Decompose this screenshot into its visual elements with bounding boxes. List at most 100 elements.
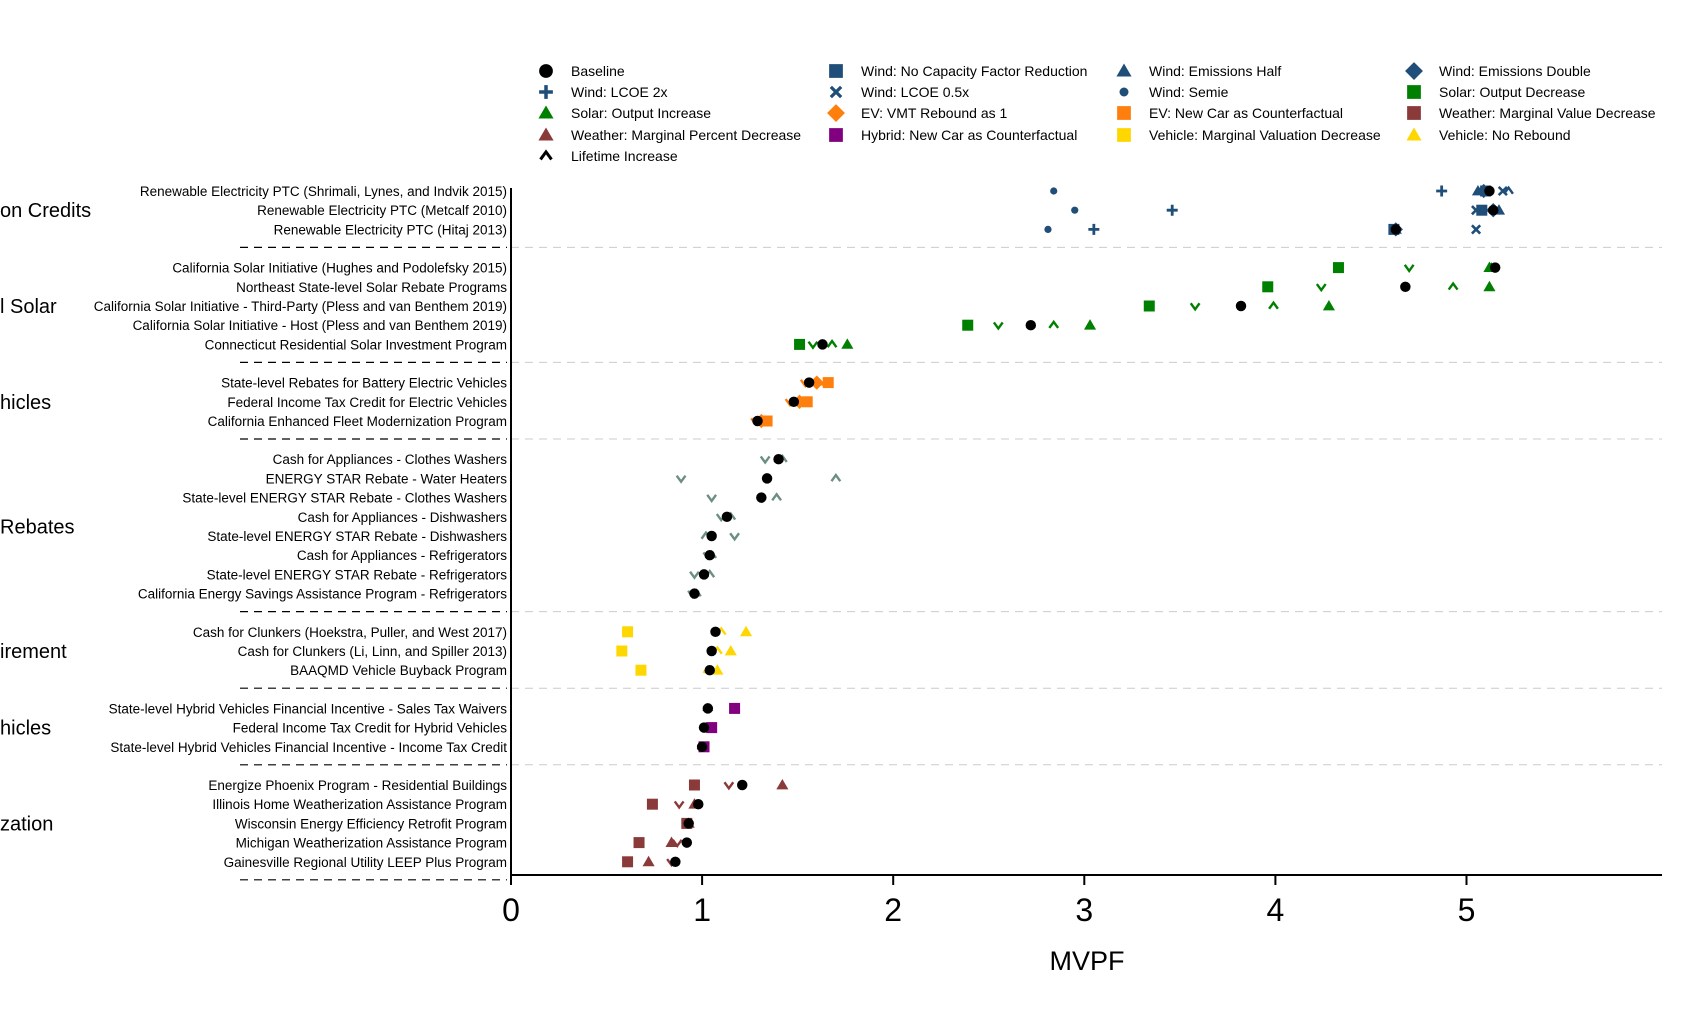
- legend-label-ev_vmt: EV: VMT Rebound as 1: [861, 105, 1008, 121]
- legend-marker-wind_cap: [829, 64, 843, 78]
- program-label: Renewable Electricity PTC (Hitaj 2013): [274, 222, 507, 237]
- legend-label-solar_dec: Solar: Output Decrease: [1439, 84, 1586, 100]
- legend-label-hybrid_newcar: Hybrid: New Car as Counterfactual: [861, 127, 1077, 143]
- point-solar_dec: [1143, 300, 1155, 312]
- point-wind_lcoe05: [1471, 205, 1482, 216]
- program-row: [646, 798, 704, 810]
- legend-marker-wind_lcoe2: [539, 85, 553, 99]
- point-baseline: [1488, 204, 1499, 216]
- program-label: State-level Hybrid Vehicles Financial In…: [110, 740, 507, 755]
- point-solar_inc: [1322, 299, 1335, 311]
- point-wind_lcoe2: [1088, 223, 1100, 235]
- point-lifetime_dec: [671, 839, 683, 848]
- point-baseline: [1025, 319, 1037, 331]
- point-lifetime_inc: [830, 473, 842, 482]
- group-label: l Solar: [0, 296, 57, 318]
- program-label: BAAQMD Vehicle Buyback Program: [290, 663, 507, 678]
- legend-label-wind_lcoe2: Wind: LCOE 2x: [571, 84, 667, 100]
- legend-label-solar_inc: Solar: Output Increase: [571, 105, 711, 121]
- program-label: Cash for Appliances - Dishwashers: [298, 510, 508, 525]
- group-label: hicles: [0, 392, 51, 414]
- program-label: Federal Income Tax Credit for Electric V…: [227, 395, 507, 410]
- program-row: [1262, 280, 1496, 293]
- point-solar_dec: [1332, 262, 1344, 274]
- point-wind_lcoe05: [1471, 224, 1482, 235]
- program-row: [698, 722, 718, 734]
- point-solar_dec: [1262, 281, 1274, 293]
- legend-label-wind_emh: Wind: Emissions Half: [1149, 63, 1281, 79]
- program-label: Michigan Weatherization Assistance Progr…: [236, 836, 507, 851]
- program-label: California Solar Initiative - Third-Part…: [94, 299, 507, 314]
- point-baseline: [710, 626, 721, 638]
- point-baseline: [737, 779, 748, 791]
- point-lifetime_dec: [807, 340, 819, 350]
- program-row: [784, 394, 813, 409]
- program-label: Wisconsin Energy Efficiency Retrofit Pro…: [235, 816, 507, 831]
- point-ev_newcar: [761, 415, 773, 427]
- point-vehicle_mvd: [635, 664, 647, 676]
- legend-marker-solar_dec: [1407, 85, 1421, 99]
- point-weather_mvd: [688, 779, 700, 791]
- point-baseline: [761, 473, 773, 484]
- program-row: [1332, 261, 1501, 274]
- program-label: ENERGY STAR Rebate - Water Heaters: [266, 471, 508, 486]
- x-tick-label: 0: [502, 892, 520, 928]
- legend-label-weather_mpd: Weather: Marginal Percent Decrease: [571, 127, 801, 143]
- point-wind_semie: [1071, 206, 1079, 214]
- program-label: Gainesville Regional Utility LEEP Plus P…: [224, 855, 507, 870]
- program-label: Renewable Electricity PTC (Metcalf 2010): [257, 203, 507, 218]
- legend-marker-solar_inc: [538, 105, 554, 119]
- point-weather_mpd: [665, 836, 678, 847]
- program-label: Renewable Electricity PTC (Shrimali, Lyn…: [140, 184, 507, 199]
- point-baseline: [698, 722, 710, 733]
- point-baseline: [721, 511, 733, 523]
- program-row: [750, 413, 773, 429]
- point-solar_dec: [962, 319, 974, 331]
- legend-marker-vehicle_mvd: [1117, 128, 1131, 142]
- point-vehicle_norebound: [724, 644, 737, 656]
- legend-marker-baseline: [539, 64, 553, 78]
- legend-label-wind_semie: Wind: Semie: [1149, 84, 1229, 100]
- x-tick-label: 4: [1267, 892, 1285, 928]
- program-row: [702, 549, 718, 561]
- point-baseline: [1390, 224, 1402, 235]
- point-wind_semie: [1050, 187, 1058, 195]
- x-tick-label: 1: [693, 892, 711, 928]
- point-baseline: [706, 530, 717, 542]
- chart-legend: Baseline Wind: No Capacity Factor Reducti…: [538, 62, 1656, 164]
- program-label: Cash for Clunkers (Li, Linn, and Spiller…: [238, 644, 507, 659]
- program-row: [689, 569, 716, 580]
- point-hybrid_newcar: [706, 722, 718, 734]
- legend-label-ev_newcar: EV: New Car as Counterfactual: [1149, 105, 1343, 121]
- legend-label-weather_mvd: Weather: Marginal Value Decrease: [1439, 105, 1656, 121]
- point-baseline: [704, 664, 715, 676]
- point-lifetime_dec: [675, 474, 687, 484]
- point-ev_newcar: [822, 377, 834, 389]
- point-lifetime_dec: [1189, 302, 1201, 312]
- point-baseline: [788, 396, 800, 408]
- program-row: [687, 588, 702, 599]
- point-lifetime_dec: [992, 321, 1004, 331]
- point-wind_lcoe2: [1436, 185, 1448, 197]
- point-wind_lcoe2: [1166, 204, 1178, 216]
- point-lifetime_dec: [729, 532, 740, 542]
- point-ev_newcar: [801, 396, 813, 408]
- legend-marker-ev_newcar: [1117, 106, 1131, 120]
- point-baseline: [670, 856, 681, 868]
- point-hybrid_newcar: [729, 702, 741, 714]
- legend-marker-wind_emd: [1405, 62, 1423, 80]
- point-baseline: [681, 837, 693, 848]
- program-row: [622, 625, 753, 638]
- program-row: [688, 778, 789, 791]
- point-baseline: [773, 453, 784, 465]
- point-lifetime_inc: [813, 377, 825, 387]
- point-weather_mvd: [646, 798, 658, 810]
- point-wind_cap: [1476, 204, 1488, 216]
- program-row: [962, 319, 1097, 331]
- point-lifetime_dec: [723, 781, 735, 791]
- group-label: zation: [0, 813, 53, 835]
- point-vehicle_norebound: [740, 625, 753, 637]
- group-label: Rebates: [0, 516, 75, 538]
- program-row: [681, 817, 695, 829]
- point-solar_dec: [794, 338, 806, 350]
